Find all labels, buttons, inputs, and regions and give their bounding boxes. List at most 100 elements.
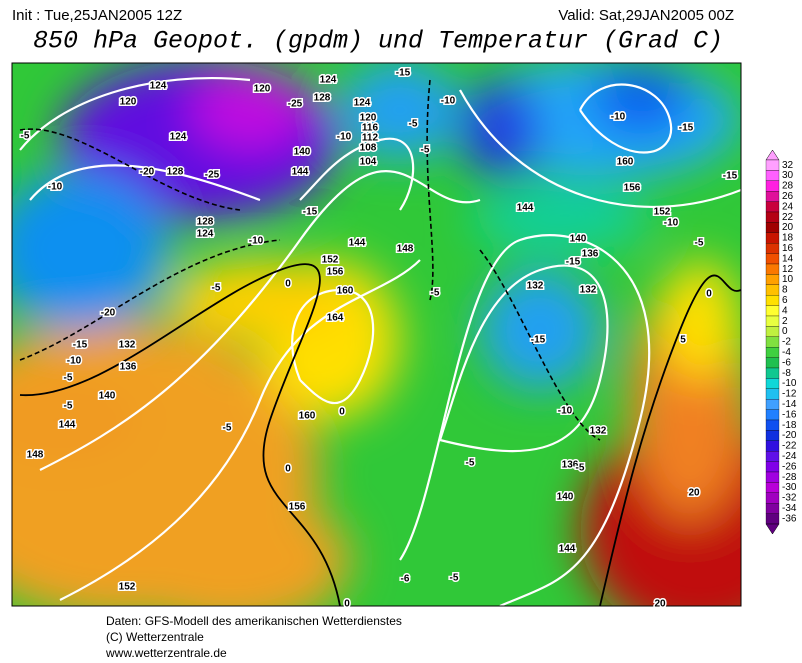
legend-swatch bbox=[765, 378, 780, 389]
legend-swatch bbox=[765, 461, 780, 473]
contour-label: 108 bbox=[360, 143, 377, 154]
legend-swatch bbox=[765, 201, 780, 213]
contour-label: -25 bbox=[205, 170, 220, 181]
contour-label: 120 bbox=[120, 97, 137, 108]
legend-swatch bbox=[765, 274, 780, 285]
legend-label: -34 bbox=[782, 503, 797, 514]
legend-label: -12 bbox=[782, 389, 797, 400]
contour-label: -25 bbox=[288, 99, 303, 110]
legend-swatch bbox=[765, 357, 780, 369]
legend-swatch bbox=[765, 482, 780, 493]
legend-label: 8 bbox=[782, 285, 788, 296]
map-field bbox=[12, 63, 741, 606]
contour-label: 144 bbox=[59, 420, 76, 431]
footer-url: www.wetterzentrale.de bbox=[105, 646, 227, 658]
contour-label: 156 bbox=[327, 267, 344, 278]
contour-label: -10 bbox=[611, 112, 626, 123]
contour-label: -15 bbox=[396, 68, 411, 79]
legend-label: -24 bbox=[782, 451, 797, 462]
contour-label: 144 bbox=[292, 167, 309, 178]
contour-label: -5 bbox=[21, 131, 30, 142]
legend-label: -26 bbox=[782, 461, 797, 472]
contour-label: 144 bbox=[349, 238, 366, 249]
contour-label: 104 bbox=[360, 157, 377, 168]
contour-label: 148 bbox=[27, 450, 44, 461]
contour-label: -5 bbox=[695, 238, 704, 249]
legend-swatch bbox=[765, 430, 780, 441]
legend-label: 28 bbox=[782, 181, 794, 192]
contour-label: 124 bbox=[320, 75, 337, 86]
contour-label: 128 bbox=[314, 93, 331, 104]
contour-label: -10 bbox=[558, 406, 573, 417]
contour-label: 128 bbox=[167, 167, 184, 178]
contour-label: 112 bbox=[362, 133, 379, 144]
contour-label: 0 bbox=[339, 407, 345, 418]
contour-label: 0 bbox=[285, 279, 291, 290]
contour-label: 120 bbox=[360, 113, 377, 124]
legend-swatch bbox=[765, 388, 780, 400]
contour-label: -5 bbox=[576, 463, 585, 474]
legend-arrow-bottom bbox=[765, 523, 780, 535]
contour-label: -15 bbox=[679, 123, 694, 134]
legend-swatch bbox=[765, 326, 780, 337]
contour-label: 128 bbox=[197, 217, 214, 228]
contour-label: -10 bbox=[441, 96, 456, 107]
legend-swatch bbox=[765, 295, 780, 306]
legend-label: 6 bbox=[782, 295, 788, 306]
contour-label: -10 bbox=[664, 218, 679, 229]
footer-copyright: (C) Wetterzentrale bbox=[106, 630, 204, 644]
contour-label: 132 bbox=[527, 281, 544, 292]
contour-label: 156 bbox=[289, 502, 306, 513]
legend-label: 14 bbox=[782, 253, 794, 264]
legend-swatch bbox=[765, 211, 780, 223]
contour-label: 132 bbox=[119, 340, 136, 351]
contour-label: 132 bbox=[580, 285, 597, 296]
legend-label: -36 bbox=[782, 513, 797, 524]
legend-label: 0 bbox=[782, 326, 788, 337]
contour-label: 124 bbox=[170, 132, 187, 143]
contour-label: 0 bbox=[285, 464, 291, 475]
contour-label: 116 bbox=[362, 123, 379, 134]
contour-label: -5 bbox=[450, 573, 459, 584]
map-frame bbox=[11, 62, 742, 607]
legend-label: -14 bbox=[782, 399, 797, 410]
contour-label: 152 bbox=[654, 207, 671, 218]
legend-label: 20 bbox=[782, 222, 794, 233]
contour-label: 140 bbox=[99, 391, 116, 402]
legend-swatch bbox=[765, 503, 780, 514]
contour-label: -5 bbox=[212, 283, 221, 294]
contour-label: -5 bbox=[421, 145, 430, 156]
init-time: Init : Tue,25JAN2005 12Z bbox=[12, 7, 182, 24]
legend-swatch bbox=[765, 232, 780, 244]
contour-label: 164 bbox=[327, 313, 344, 324]
legend-label: 30 bbox=[782, 170, 794, 181]
contour-label: 148 bbox=[397, 244, 414, 255]
legend-label: 12 bbox=[782, 264, 794, 275]
legend-label: -22 bbox=[782, 441, 797, 452]
valid-time: Valid: Sat,29JAN2005 00Z bbox=[558, 7, 734, 24]
contour-label: -5 bbox=[431, 288, 440, 299]
contour-label: -5 bbox=[409, 119, 418, 130]
contour-label: 132 bbox=[590, 426, 607, 437]
legend-swatch bbox=[765, 451, 780, 462]
legend-swatch bbox=[765, 170, 780, 181]
legend-swatch bbox=[765, 440, 780, 452]
contour-label: 124 bbox=[354, 98, 371, 109]
legend-label: 32 bbox=[782, 160, 794, 171]
contour-label: 160 bbox=[617, 157, 634, 168]
contour-label: 0 bbox=[706, 289, 712, 300]
contour-label: -10 bbox=[337, 132, 352, 143]
legend-swatch bbox=[765, 399, 780, 410]
legend-label: 2 bbox=[782, 316, 788, 327]
contour-label: 136 bbox=[582, 249, 599, 260]
legend-label: 26 bbox=[782, 191, 794, 202]
contour-label: 136 bbox=[120, 362, 137, 373]
contour-label: 0 bbox=[344, 599, 350, 610]
legend-label: -28 bbox=[782, 472, 797, 483]
legend-swatch bbox=[765, 315, 780, 327]
legend-label: 24 bbox=[782, 201, 794, 212]
contour-label: -15 bbox=[303, 207, 318, 218]
contour-label: -15 bbox=[73, 340, 88, 351]
legend-swatch bbox=[765, 336, 780, 348]
legend-swatch bbox=[765, 263, 780, 275]
